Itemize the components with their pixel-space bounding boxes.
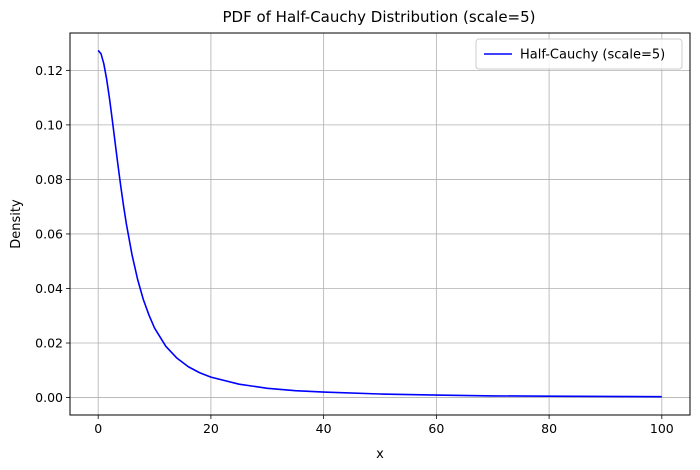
legend-label: Half-Cauchy (scale=5)	[520, 48, 665, 63]
x-tick-label: 0	[94, 421, 102, 436]
x-tick-label: 20	[203, 421, 219, 436]
legend-box	[475, 38, 683, 70]
x-tick-label: 60	[428, 421, 444, 436]
y-tick-label: 0.08	[35, 172, 63, 187]
y-tick-label: 0.04	[35, 281, 63, 296]
chart-title: PDF of Half-Cauchy Distribution (scale=5…	[222, 8, 535, 26]
x-tick-label: 40	[316, 421, 332, 436]
y-tick-label: 0.12	[35, 63, 63, 78]
y-tick-label: 0.02	[35, 336, 63, 351]
series-group	[97, 49, 662, 398]
grid	[70, 33, 690, 415]
y-tick-label: 0.06	[35, 226, 63, 241]
y-tick-label: 0.00	[35, 390, 63, 405]
x-tick-label: 100	[650, 421, 674, 436]
plot-frame	[69, 32, 691, 416]
ticks: 0 20 40 60 80 100 0.00 0.02 0.04 0.06 0.08 0.10 0.12	[35, 63, 674, 436]
legend: Half-Cauchy (scale=5)	[475, 38, 683, 70]
y-tick-label: 0.10	[35, 117, 63, 132]
x-axis-label: x	[376, 447, 384, 462]
x-tick-label: 80	[541, 421, 557, 436]
y-axis-label: Density	[9, 199, 24, 249]
series-line	[97, 49, 662, 398]
